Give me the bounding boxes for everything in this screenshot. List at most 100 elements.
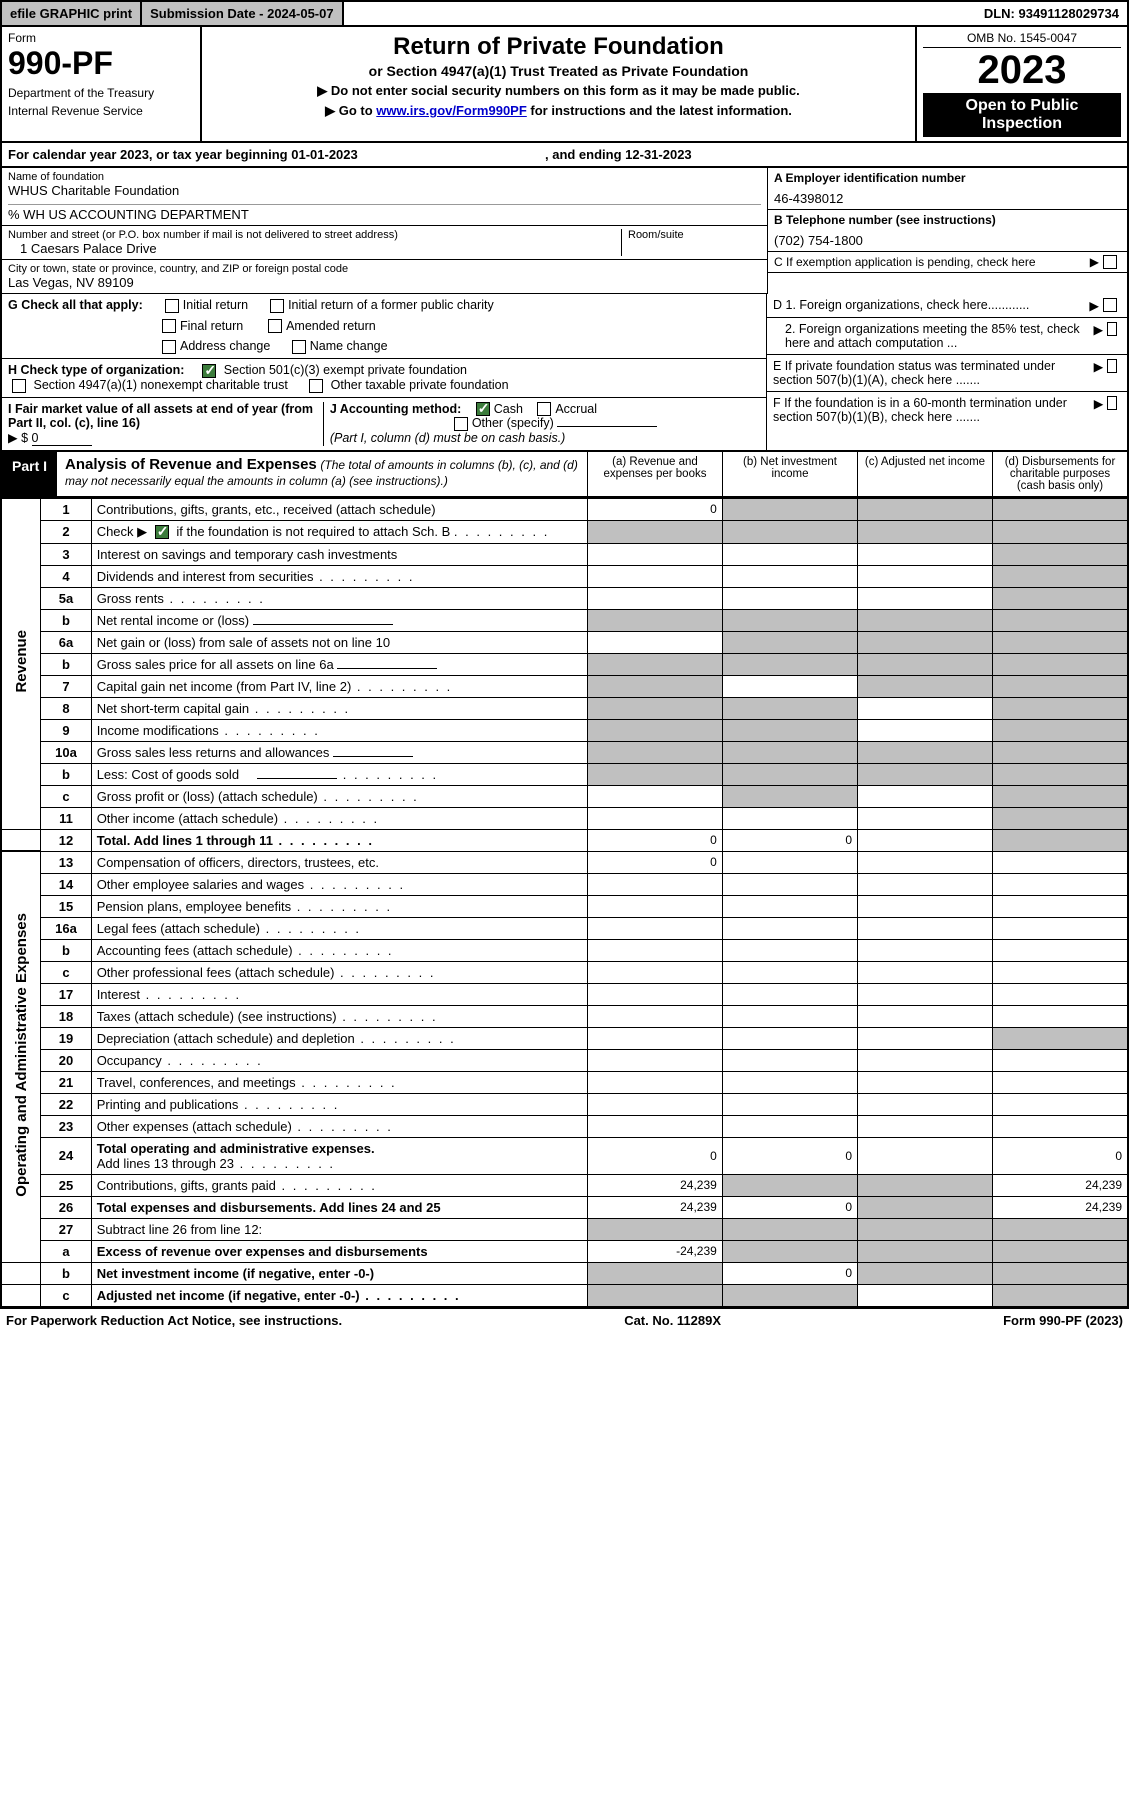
row-24-a: 0 [587,1137,722,1174]
footer-right: Form 990-PF (2023) [1003,1313,1123,1328]
dept-treasury: Department of the Treasury [8,86,194,100]
row-18-desc: Taxes (attach schedule) (see instruction… [91,1005,587,1027]
addr-label: Number and street (or P.O. box number if… [8,229,621,241]
row-2-checkbox[interactable] [155,525,169,539]
g-d-block: G Check all that apply: Initial return I… [0,294,1129,452]
row-11-desc: Other income (attach schedule) [91,807,587,829]
open-to-public: Open to Public Inspection [923,93,1121,137]
row-10c-desc: Gross profit or (loss) (attach schedule) [91,785,587,807]
entity-info-block: Name of foundation WHUS Charitable Found… [0,168,1129,294]
efile-print-button[interactable]: efile GRAPHIC print [2,2,142,25]
row-4-desc: Dividends and interest from securities [91,565,587,587]
g-name-checkbox[interactable] [292,340,306,354]
form-title: Return of Private Foundation [208,33,909,61]
row-26-a: 24,239 [587,1196,722,1218]
f-label: F If the foundation is in a 60-month ter… [773,396,1094,424]
dln: DLN: 93491128029734 [976,2,1127,25]
form-number: 990-PF [8,45,194,82]
ein-value: 46-4398012 [774,191,1121,206]
submission-date: Submission Date - 2024-05-07 [142,2,344,25]
name-label: Name of foundation [8,171,761,183]
row-12-a: 0 [587,829,722,851]
j-label: J Accounting method: [330,402,461,416]
row-26-desc: Total expenses and disbursements. Add li… [91,1196,587,1218]
col-d-header: (d) Disbursements for charitable purpose… [992,452,1127,496]
row-12-desc: Total. Add lines 1 through 11 [91,829,587,851]
row-27-desc: Subtract line 26 from line 12: [91,1218,587,1240]
goto-note: ▶ Go to www.irs.gov/Form990PF for instru… [208,103,909,119]
h-501c3-checkbox[interactable] [202,364,216,378]
g-initial-checkbox[interactable] [165,299,179,313]
e-label: E If private foundation status was termi… [773,359,1094,387]
j-cash-checkbox[interactable] [476,402,490,416]
g-initial-former-checkbox[interactable] [270,299,284,313]
d1-checkbox[interactable] [1103,298,1117,312]
row-10b-desc: Less: Cost of goods sold [91,763,587,785]
form-subtitle: or Section 4947(a)(1) Trust Treated as P… [208,63,909,79]
d1-label: D 1. Foreign organizations, check here..… [773,298,1029,313]
instructions-link[interactable]: www.irs.gov/Form990PF [376,103,527,118]
city-label: City or town, state or province, country… [8,263,761,275]
row-5a-desc: Gross rents [91,587,587,609]
j-note: (Part I, column (d) must be on cash basi… [330,431,566,445]
col-a-header: (a) Revenue and expenses per books [587,452,722,496]
f-checkbox[interactable] [1107,396,1117,410]
tax-year: 2023 [923,48,1121,93]
page-footer: For Paperwork Reduction Act Notice, see … [0,1308,1129,1332]
top-bar: efile GRAPHIC print Submission Date - 20… [0,0,1129,27]
revenue-side-label: Revenue [13,630,30,693]
j-other-checkbox[interactable] [454,417,468,431]
row-7-desc: Capital gain net income (from Part IV, l… [91,675,587,697]
row-16a-desc: Legal fees (attach schedule) [91,917,587,939]
row-5b-desc: Net rental income or (loss) [91,609,587,631]
care-of-line: % WH US ACCOUNTING DEPARTMENT [8,204,761,222]
h-other-taxable-checkbox[interactable] [309,379,323,393]
row-13-desc: Compensation of officers, directors, tru… [91,851,587,873]
row-14-desc: Other employee salaries and wages [91,873,587,895]
g-final-checkbox[interactable] [162,319,176,333]
foundation-name: WHUS Charitable Foundation [8,183,761,198]
expenses-side-label: Operating and Administrative Expenses [13,913,30,1197]
part1-label: Part I [2,452,57,496]
row-8-desc: Net short-term capital gain [91,697,587,719]
row-23-desc: Other expenses (attach schedule) [91,1115,587,1137]
j-accrual-checkbox[interactable] [537,402,551,416]
row-1-desc: Contributions, gifts, grants, etc., rece… [91,498,587,520]
row-13-a: 0 [587,851,722,873]
row-27b-b: 0 [722,1262,857,1284]
row-24-desc: Total operating and administrative expen… [91,1137,587,1174]
city-state-zip: Las Vegas, NV 89109 [8,275,761,290]
row-25-a: 24,239 [587,1174,722,1196]
row-3-desc: Interest on savings and temporary cash i… [91,543,587,565]
row-25-d: 24,239 [993,1174,1128,1196]
row-26-b: 0 [722,1196,857,1218]
room-label: Room/suite [628,229,761,241]
row-27b-desc: Net investment income (if negative, ente… [91,1262,587,1284]
g-address-checkbox[interactable] [162,340,176,354]
part1-title: Analysis of Revenue and Expenses [65,456,317,473]
row-27a-a: -24,239 [587,1240,722,1262]
row-12-b: 0 [722,829,857,851]
g-amended-checkbox[interactable] [268,319,282,333]
d2-checkbox[interactable] [1107,322,1117,336]
d2-label: 2. Foreign organizations meeting the 85%… [785,322,1094,350]
row-24-d: 0 [993,1137,1128,1174]
omb-number: OMB No. 1545-0047 [923,31,1121,48]
dept-irs: Internal Revenue Service [8,104,194,118]
row-9-desc: Income modifications [91,719,587,741]
h-4947-checkbox[interactable] [12,379,26,393]
row-15-desc: Pension plans, employee benefits [91,895,587,917]
footer-mid: Cat. No. 11289X [624,1313,721,1328]
row-20-desc: Occupancy [91,1049,587,1071]
part1-table: Revenue 1 Contributions, gifts, grants, … [0,498,1129,1308]
row-2-desc: Check ▶ if the foundation is not require… [91,520,587,543]
c-checkbox[interactable] [1103,255,1117,269]
phone-label: B Telephone number (see instructions) [774,213,1121,227]
ein-label: A Employer identification number [774,171,1121,185]
form-header: Form 990-PF Department of the Treasury I… [0,27,1129,143]
i-label: I Fair market value of all assets at end… [8,402,313,430]
row-1-a: 0 [587,498,722,520]
c-exemption-label: C If exemption application is pending, c… [774,255,1036,269]
row-16c-desc: Other professional fees (attach schedule… [91,961,587,983]
e-checkbox[interactable] [1107,359,1117,373]
